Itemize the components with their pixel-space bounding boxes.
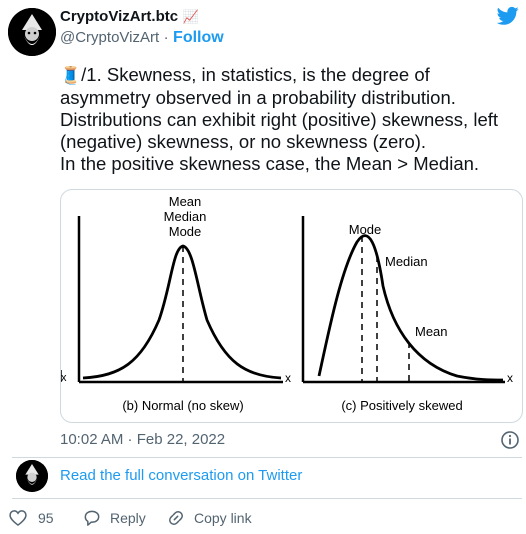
normal-x-label: x: [285, 371, 291, 385]
tweet-line-1: /1. Skewness, in statistics, is the degr…: [81, 64, 430, 85]
copy-link-button[interactable]: Copy link: [166, 508, 252, 528]
normal-curve: [82, 244, 282, 380]
copy-link-label: Copy link: [194, 510, 252, 526]
like-button[interactable]: 95: [8, 508, 54, 528]
twitter-bird-icon[interactable]: [496, 6, 519, 31]
wizard-avatar-small-icon: [16, 460, 48, 492]
link-icon: [169, 511, 183, 525]
divider-top: [12, 457, 522, 458]
tweet-line-3: Distributions can exhibit right (positiv…: [60, 109, 499, 130]
skew-mode-label: Mode: [349, 222, 382, 237]
wizard-avatar-icon: [8, 8, 56, 56]
skew-curve: [317, 234, 504, 382]
like-count: 95: [38, 510, 54, 526]
left-partial-x-label: x: [61, 372, 67, 384]
skew-median-label: Median: [385, 254, 428, 269]
avatar-small[interactable]: [16, 460, 48, 492]
read-conversation-link[interactable]: Read the full conversation on Twitter: [60, 467, 303, 484]
reply-label: Reply: [110, 510, 146, 526]
normal-caption: (b) Normal (no skew): [122, 398, 243, 413]
skew-x-label: x: [507, 371, 513, 385]
reply-bubble-icon: [84, 510, 100, 526]
media-card[interactable]: x x Mean Median Mode (b) Normal (no skew…: [60, 189, 523, 423]
normal-label-mean: Mean: [169, 194, 202, 209]
display-name[interactable]: CryptoVizArt.btc: [60, 8, 179, 25]
skewness-figure: x x Mean Median Mode (b) Normal (no skew…: [61, 194, 513, 413]
separator: ·: [163, 29, 169, 46]
divider-bottom: [12, 498, 522, 499]
chart-emoji: 📈: [182, 9, 199, 24]
skew-mean-label: Mean: [415, 324, 448, 339]
tweet-line-4: (negative) skewness, or no skewness (zer…: [60, 131, 427, 152]
normal-label-median: Median: [164, 209, 207, 224]
thread-emoji: 🧵: [60, 66, 82, 85]
tweet-line-5: In the positive skewness case, the Mean …: [60, 153, 480, 174]
normal-label-mode: Mode: [169, 224, 202, 239]
reply-button[interactable]: Reply: [82, 508, 146, 528]
follow-button[interactable]: Follow: [173, 29, 224, 46]
info-icon[interactable]: [500, 430, 520, 455]
avatar[interactable]: [8, 8, 56, 56]
tweet-line-2: asymmetry observed in a probability dist…: [60, 87, 456, 108]
timestamp[interactable]: 10:02 AM · Feb 22, 2022: [60, 431, 226, 448]
handle[interactable]: @CryptoVizArt: [60, 29, 160, 46]
heart-icon: [9, 510, 27, 527]
skew-caption: (c) Positively skewed: [341, 398, 462, 413]
